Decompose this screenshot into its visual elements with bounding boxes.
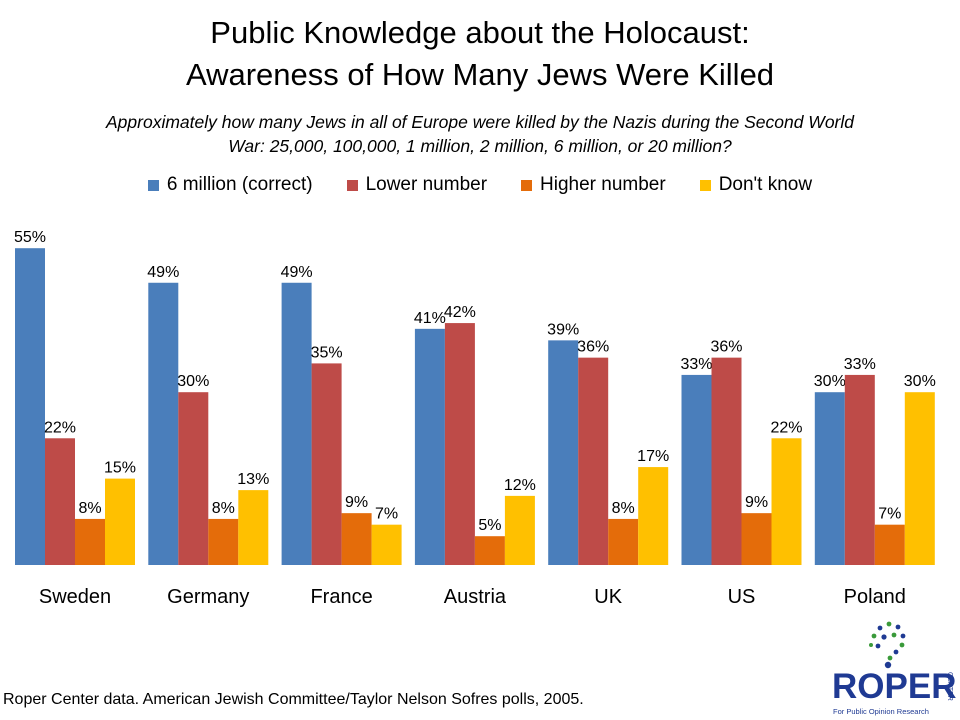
bar-value-label: 55%: [14, 229, 46, 246]
bar-value-label: 42%: [444, 304, 476, 321]
legend-item: Higher number: [521, 174, 666, 196]
legend-swatch: [346, 179, 358, 191]
bar: [874, 524, 905, 565]
legend-swatch: [699, 179, 711, 191]
bar: [414, 328, 445, 565]
bar-value-label: 15%: [104, 460, 136, 477]
bar-value-label: 8%: [78, 500, 101, 517]
bar: [238, 490, 269, 565]
category-label: Sweden: [39, 586, 111, 608]
chart-title-line-2: Awareness of How Many Jews Were Killed: [185, 57, 775, 92]
bar-value-label: 33%: [680, 356, 712, 373]
category-label: France: [310, 586, 372, 608]
legend-swatch: [147, 179, 159, 191]
legend-swatch: [521, 179, 533, 191]
bar: [341, 513, 372, 565]
bar-value-label: 12%: [504, 477, 536, 494]
legend-label: Don't know: [718, 174, 813, 195]
bar-value-label: 33%: [844, 356, 876, 373]
bar-value-label: 30%: [904, 373, 936, 390]
bar: [208, 518, 239, 565]
bar-value-label: 7%: [375, 506, 398, 523]
bar: [638, 467, 669, 565]
logo-wordmark: ROPER: [832, 667, 956, 706]
bar: [15, 248, 45, 565]
bar: [444, 323, 475, 565]
source-note: Roper Center data. American Jewish Commi…: [3, 691, 584, 708]
logo-tagline: For Public Opinion Research: [833, 707, 929, 716]
bar-value-label: 8%: [612, 500, 635, 517]
bar: [578, 357, 609, 565]
bar-value-label: 30%: [814, 373, 846, 390]
bar-value-label: 36%: [710, 339, 742, 356]
legend-item: Don't know: [699, 174, 813, 196]
bar-value-label: 5%: [478, 517, 501, 534]
bar-value-label: 22%: [770, 419, 802, 436]
bar: [771, 438, 802, 565]
legend-item: 6 million (correct): [147, 174, 313, 196]
bar: [711, 357, 742, 565]
bar: [681, 374, 712, 565]
legend-item: Lower number: [346, 174, 488, 196]
category-label: Germany: [167, 586, 249, 608]
subtitle-line-2: War: 25,000, 100,000, 1 million, 2 milli…: [228, 136, 732, 156]
bar: [148, 282, 179, 565]
legend-label: Higher number: [540, 174, 666, 195]
chart-subtitle: Approximately how many Jews in all of Eu…: [60, 110, 900, 158]
bar-value-label: 9%: [745, 494, 768, 511]
bar: [904, 392, 935, 565]
category-label: Austria: [444, 586, 507, 608]
bar: [608, 518, 639, 565]
bar: [311, 363, 342, 565]
bar-value-label: 13%: [237, 471, 269, 488]
bar-value-label: 35%: [311, 344, 343, 361]
category-label: US: [728, 586, 756, 608]
subtitle-line-1: Approximately how many Jews in all of Eu…: [106, 112, 854, 132]
bar: [75, 518, 105, 565]
bar-value-label: 9%: [345, 494, 368, 511]
chart-title-line-1: Public Knowledge about the Holocaust:: [210, 15, 750, 50]
bar-value-label: 41%: [414, 310, 446, 327]
bar-value-label: 49%: [281, 264, 313, 281]
bar-value-label: 22%: [44, 419, 76, 436]
chart-legend: 6 million (correct) Lower number Higher nu…: [0, 174, 960, 196]
category-label: UK: [594, 586, 622, 608]
chart-title: Public Knowledge about the Holocaust: Aw…: [0, 12, 960, 96]
legend-label: Lower number: [365, 174, 488, 195]
bar: [741, 513, 772, 565]
logo-side-text: CENTER: [946, 672, 953, 701]
bar-value-label: 30%: [177, 373, 209, 390]
bar: [281, 282, 312, 565]
logo-dots: [869, 621, 906, 669]
category-label: Poland: [844, 586, 906, 608]
bar: [178, 392, 209, 565]
bar-value-label: 7%: [878, 506, 901, 523]
bar-value-label: 17%: [637, 448, 669, 465]
bar: [844, 374, 875, 565]
legend-label: 6 million (correct): [166, 174, 313, 195]
bar-value-label: 36%: [577, 339, 609, 356]
bar: [105, 478, 135, 565]
bar-value-label: 49%: [147, 264, 179, 281]
bar: [474, 536, 505, 565]
bar: [814, 392, 845, 565]
bar-value-label: 8%: [212, 500, 235, 517]
roper-center-logo: ROPER CENTER For Public Opinion Research: [832, 621, 956, 716]
bar-value-label: 39%: [547, 321, 579, 338]
bar: [371, 524, 402, 565]
bar: [548, 340, 579, 565]
bar: [504, 495, 535, 565]
bar: [45, 438, 75, 565]
